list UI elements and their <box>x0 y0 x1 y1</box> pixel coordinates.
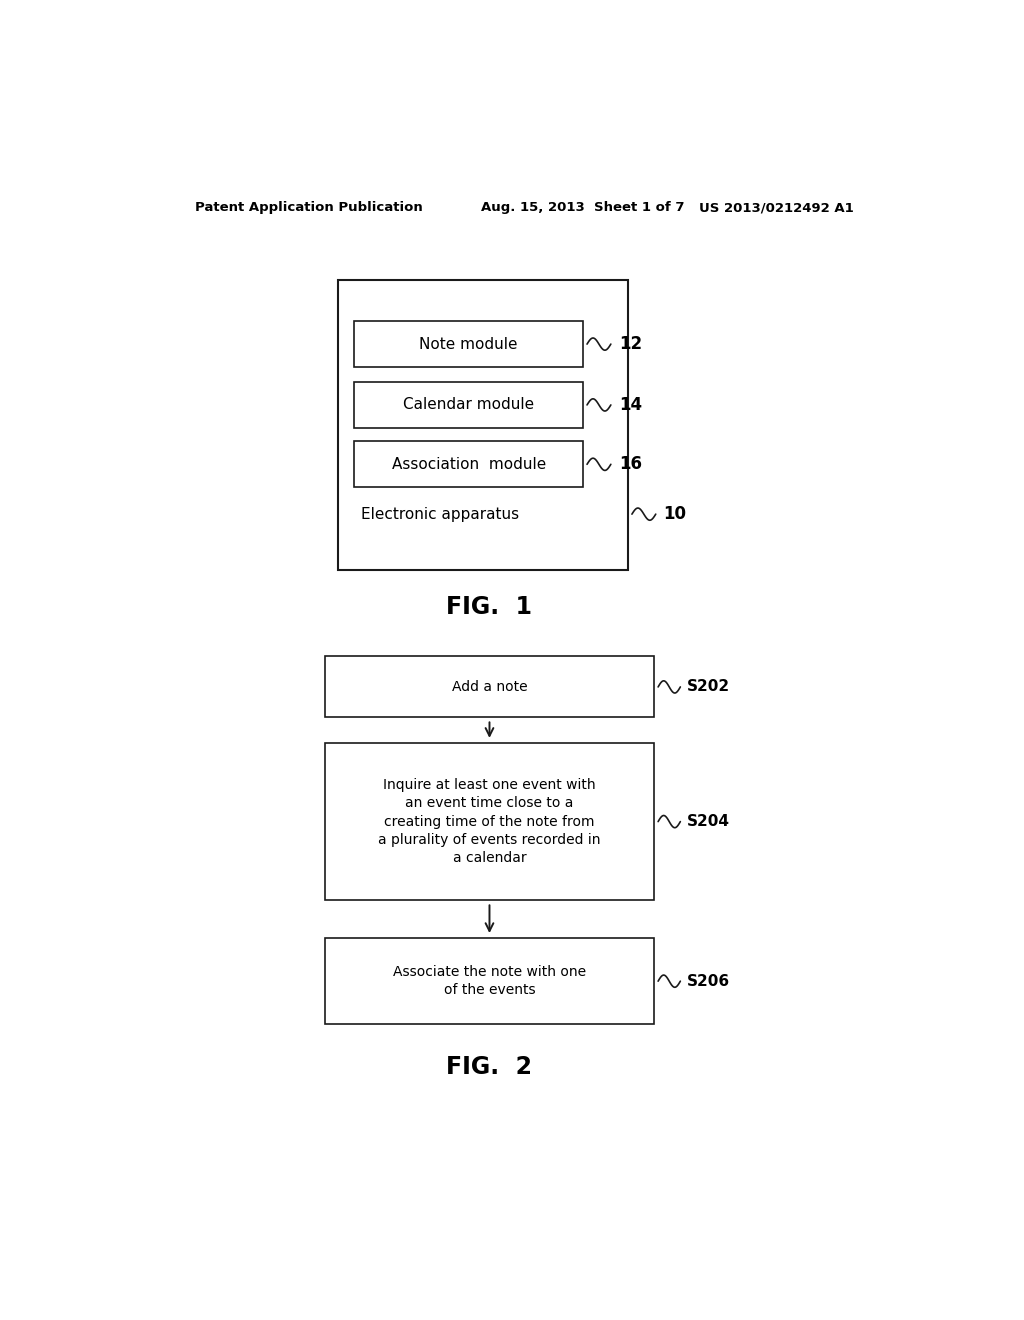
Bar <box>354 321 583 367</box>
Text: Associate the note with one
of the events: Associate the note with one of the event… <box>393 965 586 998</box>
Text: 16: 16 <box>618 455 642 474</box>
Bar <box>354 381 583 428</box>
Bar <box>354 441 583 487</box>
Text: Aug. 15, 2013  Sheet 1 of 7: Aug. 15, 2013 Sheet 1 of 7 <box>481 201 685 214</box>
Text: Patent Application Publication: Patent Application Publication <box>196 201 423 214</box>
Text: Electronic apparatus: Electronic apparatus <box>360 507 518 521</box>
Bar <box>325 939 654 1024</box>
Text: FIG.  1: FIG. 1 <box>446 595 532 619</box>
Text: 12: 12 <box>618 335 642 352</box>
Bar <box>325 743 654 900</box>
Text: FIG.  2: FIG. 2 <box>446 1055 532 1078</box>
Text: Association  module: Association module <box>391 457 546 471</box>
Text: US 2013/0212492 A1: US 2013/0212492 A1 <box>699 201 854 214</box>
Text: Add a note: Add a note <box>452 680 527 694</box>
Text: 10: 10 <box>664 506 687 523</box>
Bar <box>338 280 628 570</box>
Text: Calendar module: Calendar module <box>403 397 535 412</box>
Text: S204: S204 <box>687 814 730 829</box>
Text: S206: S206 <box>687 974 730 989</box>
Text: S202: S202 <box>687 680 730 694</box>
Text: 14: 14 <box>618 396 642 414</box>
Text: Note module: Note module <box>420 337 518 351</box>
Text: Inquire at least one event with
an event time close to a
creating time of the no: Inquire at least one event with an event… <box>378 777 601 866</box>
Bar <box>325 656 654 718</box>
